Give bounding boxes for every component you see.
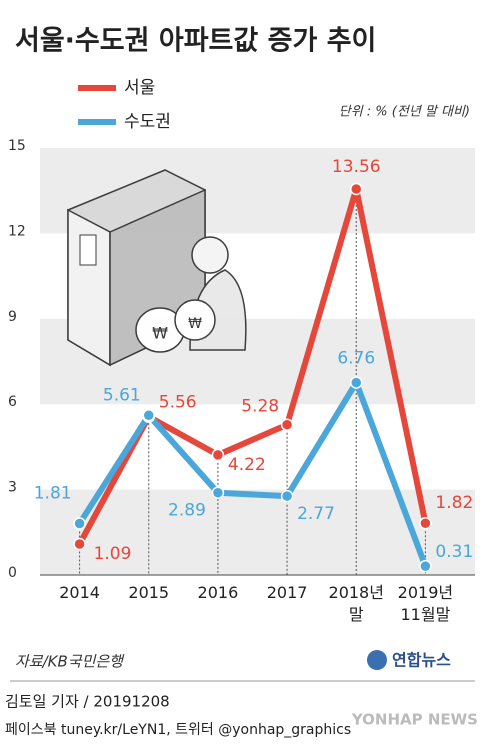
x-tick-label: 2017 xyxy=(266,583,308,602)
y-tick-label: 3 xyxy=(8,480,17,496)
x-tick-label: 2018년 말 xyxy=(328,583,384,624)
value-label: 6.76 xyxy=(337,349,375,369)
value-label: 5.61 xyxy=(103,385,141,405)
logo-icon xyxy=(367,650,387,670)
value-label: 2.89 xyxy=(168,501,206,521)
value-label: 1.09 xyxy=(94,544,132,564)
source: 자료/KB국민은행 xyxy=(15,653,125,671)
data-point xyxy=(211,486,225,499)
x-tick-label: 2016 xyxy=(197,583,239,602)
value-label: 0.31 xyxy=(435,542,473,562)
byline: 김토일 기자 / 20191208 xyxy=(5,693,170,711)
data-point xyxy=(280,418,294,431)
value-label: 5.28 xyxy=(241,397,279,417)
data-point xyxy=(419,559,432,573)
data-point xyxy=(350,376,363,389)
y-tick-label: 6 xyxy=(8,394,17,410)
y-tick-label: 15 xyxy=(8,138,26,154)
data-point xyxy=(211,448,225,462)
data-point xyxy=(350,182,363,196)
value-label: 13.56 xyxy=(332,157,381,177)
legend-label: 수도권 xyxy=(124,112,171,132)
y-tick-label: 9 xyxy=(8,309,17,325)
legend-label: 서울 xyxy=(124,78,155,98)
value-label: 1.81 xyxy=(34,483,72,503)
x-tick-label: 2019년 11월말 xyxy=(397,583,454,624)
value-label: 2.77 xyxy=(297,504,335,524)
x-tick-label: 2015 xyxy=(128,583,170,602)
series-line xyxy=(77,379,429,568)
x-tick-label: 2014 xyxy=(59,583,100,602)
data-point xyxy=(419,516,432,530)
value-label: 4.22 xyxy=(228,455,266,475)
unit-label: 단위 : % (전년 말 대비) xyxy=(339,105,470,120)
data-point xyxy=(73,537,86,551)
y-tick-label: 12 xyxy=(8,223,26,239)
svg-text:₩: ₩ xyxy=(152,324,168,343)
social: 페이스북 tuney.kr/LeYN1, 트위터 @yonhap_graphic… xyxy=(5,722,351,738)
data-point xyxy=(142,409,155,422)
value-label: 1.82 xyxy=(435,493,473,513)
y-tick-label: 0 xyxy=(8,565,17,581)
data-point xyxy=(280,489,294,503)
logo: 연합뉴스 xyxy=(392,651,451,670)
chart-title: 서울·수도권 아파트값 증가 추이 xyxy=(15,26,376,57)
value-label: 5.56 xyxy=(159,393,197,413)
svg-text:₩: ₩ xyxy=(188,316,202,332)
data-point xyxy=(73,517,86,530)
watermark: YONHAP NEWS xyxy=(351,711,478,729)
building-illustration: ₩ ₩ xyxy=(67,169,247,367)
